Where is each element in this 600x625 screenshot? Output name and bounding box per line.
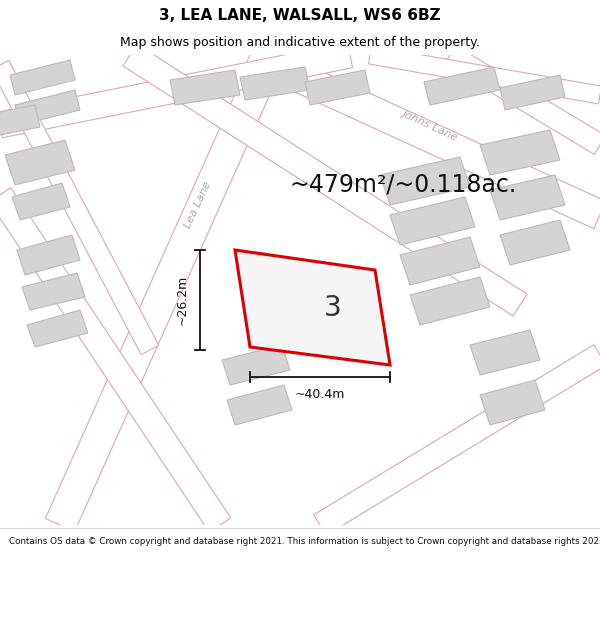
Polygon shape: [490, 175, 565, 220]
Polygon shape: [380, 157, 470, 205]
Polygon shape: [445, 46, 600, 154]
Text: 3, LEA LANE, WALSALL, WS6 6BZ: 3, LEA LANE, WALSALL, WS6 6BZ: [159, 8, 441, 23]
Polygon shape: [390, 197, 475, 245]
Polygon shape: [222, 345, 290, 385]
Text: ~40.4m: ~40.4m: [295, 389, 345, 401]
Polygon shape: [0, 61, 159, 354]
Polygon shape: [500, 220, 570, 265]
Polygon shape: [22, 273, 85, 310]
Polygon shape: [12, 183, 70, 220]
Text: Map shows position and indicative extent of the property.: Map shows position and indicative extent…: [120, 36, 480, 49]
Polygon shape: [0, 42, 353, 138]
Polygon shape: [46, 49, 284, 531]
Text: Contains OS data © Crown copyright and database right 2021. This information is : Contains OS data © Crown copyright and d…: [9, 537, 600, 546]
Polygon shape: [500, 75, 565, 110]
Polygon shape: [305, 70, 370, 105]
Text: ~479m²/~0.118ac.: ~479m²/~0.118ac.: [290, 173, 517, 197]
Polygon shape: [244, 41, 600, 229]
Polygon shape: [123, 44, 527, 316]
Polygon shape: [15, 90, 80, 125]
Text: Johns Lane: Johns Lane: [401, 107, 460, 142]
Polygon shape: [424, 67, 500, 105]
Polygon shape: [480, 130, 560, 175]
Polygon shape: [10, 60, 75, 95]
Polygon shape: [314, 345, 600, 535]
Polygon shape: [0, 188, 231, 532]
Polygon shape: [240, 67, 310, 100]
Polygon shape: [400, 237, 480, 285]
Polygon shape: [368, 46, 600, 104]
Polygon shape: [17, 235, 80, 275]
Text: ~26.2m: ~26.2m: [176, 275, 188, 325]
Polygon shape: [410, 277, 490, 325]
Polygon shape: [480, 380, 545, 425]
Polygon shape: [170, 70, 240, 105]
Text: Lea Lane: Lea Lane: [183, 180, 213, 230]
Polygon shape: [0, 105, 40, 135]
Polygon shape: [235, 250, 390, 365]
Polygon shape: [5, 140, 75, 185]
Polygon shape: [470, 330, 540, 375]
Polygon shape: [227, 385, 292, 425]
Text: 3: 3: [323, 294, 341, 322]
Polygon shape: [27, 310, 88, 347]
